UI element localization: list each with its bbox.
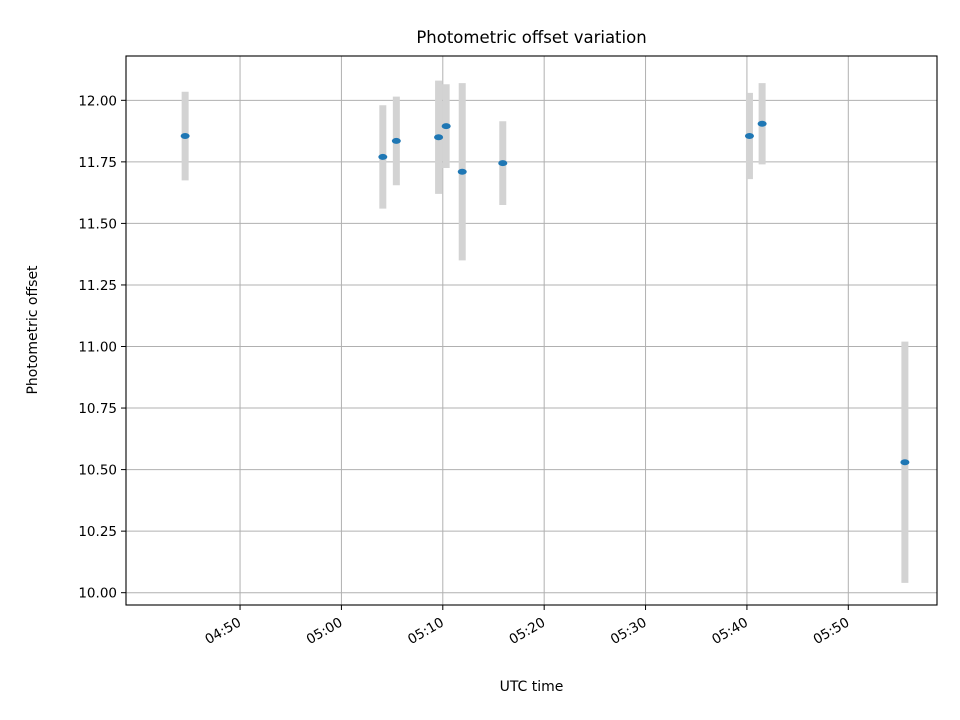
y-tick-label: 10.75 <box>78 401 117 417</box>
y-tick-label: 10.25 <box>78 524 117 540</box>
data-point <box>457 168 467 175</box>
data-point <box>434 134 444 141</box>
y-tick-label: 10.50 <box>78 463 117 479</box>
y-tick-label: 10.00 <box>78 586 117 602</box>
data-point <box>744 133 754 140</box>
plot-frame <box>125 55 938 606</box>
data-point <box>391 137 401 144</box>
data-point <box>498 160 508 167</box>
y-tick-label: 11.25 <box>78 278 117 294</box>
y-axis-ticks: 10.00 10.25 10.50 10.75 11.00 11.25 11.50 11.75… <box>78 93 126 602</box>
chart-title: Photometric offset variation <box>416 28 646 47</box>
data-point <box>757 120 767 127</box>
y-tick-label: 11.00 <box>78 340 117 356</box>
y-tick-label: 11.50 <box>78 216 117 232</box>
data-point <box>180 133 190 140</box>
data-point <box>900 459 910 466</box>
data-point <box>441 123 451 130</box>
y-tick-label: 12.00 <box>78 93 117 109</box>
y-axis-label: Photometric offset <box>25 265 41 395</box>
y-tick-label: 11.75 <box>78 155 117 171</box>
x-axis-label: UTC time <box>500 679 564 695</box>
data-points <box>180 120 910 466</box>
data-point <box>378 153 388 160</box>
